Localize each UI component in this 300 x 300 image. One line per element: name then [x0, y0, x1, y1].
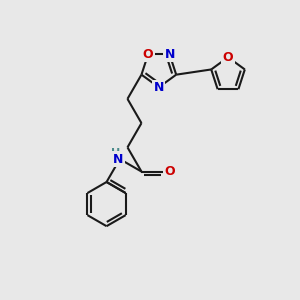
Text: N: N — [154, 81, 164, 94]
Text: N: N — [113, 153, 124, 166]
Text: O: O — [223, 51, 233, 64]
Text: O: O — [143, 48, 153, 61]
Text: H: H — [111, 148, 120, 158]
Text: O: O — [165, 165, 175, 178]
Text: N: N — [164, 48, 175, 61]
